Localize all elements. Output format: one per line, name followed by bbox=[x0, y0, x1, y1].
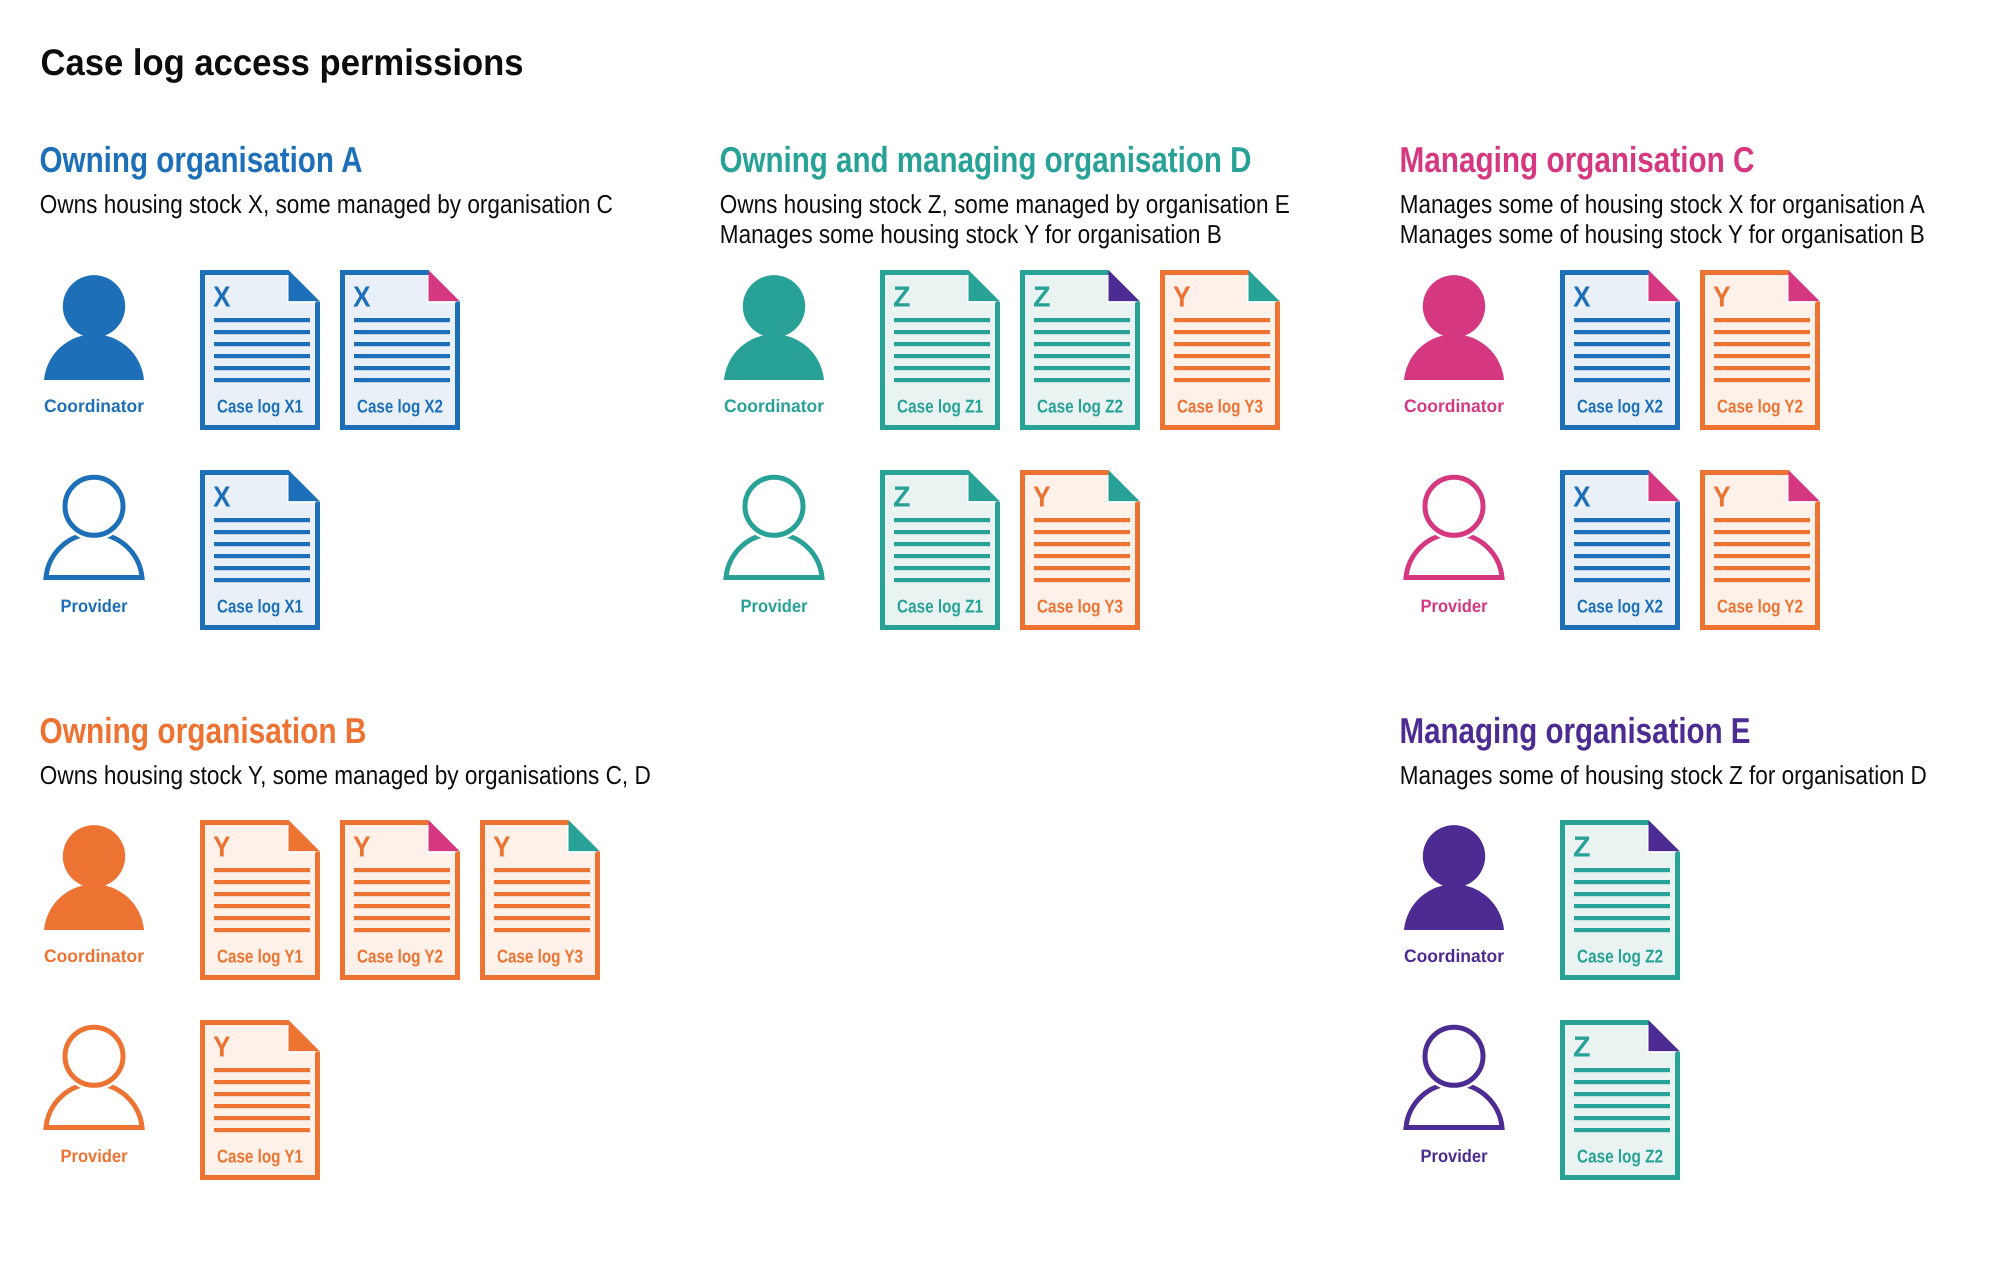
svg-text:Provider: Provider bbox=[61, 1146, 128, 1166]
svg-text:Provider: Provider bbox=[741, 596, 808, 616]
svg-text:Owns housing stock X, some man: Owns housing stock X, some managed by or… bbox=[40, 189, 613, 219]
svg-text:Z: Z bbox=[893, 481, 910, 513]
svg-text:Y: Y bbox=[1033, 481, 1050, 513]
svg-text:Case log X1: Case log X1 bbox=[217, 395, 303, 416]
svg-text:Coordinator: Coordinator bbox=[1404, 946, 1504, 966]
svg-text:Y: Y bbox=[353, 831, 370, 863]
svg-text:Case log X2: Case log X2 bbox=[1577, 595, 1663, 616]
svg-text:Provider: Provider bbox=[1421, 596, 1488, 616]
svg-text:Owns housing stock Z, some man: Owns housing stock Z, some managed by or… bbox=[720, 189, 1290, 219]
svg-text:Case log Y3: Case log Y3 bbox=[1177, 395, 1263, 416]
svg-text:Case log X1: Case log X1 bbox=[217, 595, 303, 616]
svg-text:Provider: Provider bbox=[1421, 1146, 1488, 1166]
svg-text:Manages some of housing stock: Manages some of housing stock X for orga… bbox=[1400, 189, 1926, 219]
svg-text:Case log Y1: Case log Y1 bbox=[217, 1145, 303, 1166]
svg-text:Manages some housing stock Y f: Manages some housing stock Y for organis… bbox=[720, 219, 1222, 249]
svg-text:Y: Y bbox=[213, 1031, 230, 1063]
svg-text:Coordinator: Coordinator bbox=[724, 396, 824, 416]
svg-text:Case log Y3: Case log Y3 bbox=[497, 945, 583, 966]
svg-text:Provider: Provider bbox=[61, 596, 128, 616]
svg-text:Case log Z2: Case log Z2 bbox=[1577, 1145, 1663, 1166]
svg-text:Case log Z1: Case log Z1 bbox=[897, 395, 983, 416]
svg-text:Case log X2: Case log X2 bbox=[1577, 395, 1663, 416]
svg-text:Case log Y2: Case log Y2 bbox=[1717, 395, 1803, 416]
svg-text:Case log access permissions: Case log access permissions bbox=[41, 42, 524, 83]
svg-text:X: X bbox=[213, 281, 231, 313]
svg-text:Case log Z1: Case log Z1 bbox=[897, 595, 983, 616]
svg-text:Z: Z bbox=[893, 281, 910, 313]
svg-text:Manages some of housing stock: Manages some of housing stock Y for orga… bbox=[1400, 219, 1925, 249]
svg-text:Case log Y2: Case log Y2 bbox=[357, 945, 443, 966]
svg-text:X: X bbox=[213, 481, 231, 513]
svg-text:Y: Y bbox=[213, 831, 230, 863]
svg-text:Y: Y bbox=[493, 831, 510, 863]
svg-text:Coordinator: Coordinator bbox=[44, 946, 144, 966]
svg-text:Case log Z2: Case log Z2 bbox=[1577, 945, 1663, 966]
svg-text:Y: Y bbox=[1713, 481, 1730, 513]
svg-text:Y: Y bbox=[1173, 281, 1190, 313]
svg-text:Owning organisation B: Owning organisation B bbox=[40, 710, 367, 751]
svg-text:Z: Z bbox=[1573, 1031, 1590, 1063]
svg-text:Owns housing stock Y, some man: Owns housing stock Y, some managed by or… bbox=[40, 760, 651, 790]
svg-text:Case log Y3: Case log Y3 bbox=[1037, 595, 1123, 616]
svg-text:Owning and managing organisati: Owning and managing organisation D bbox=[720, 139, 1252, 180]
svg-text:Coordinator: Coordinator bbox=[44, 396, 144, 416]
svg-text:Managing organisation E: Managing organisation E bbox=[1400, 710, 1751, 751]
svg-text:Case log Z2: Case log Z2 bbox=[1037, 395, 1123, 416]
svg-text:Manages some of housing stock: Manages some of housing stock Z for orga… bbox=[1400, 760, 1927, 790]
svg-text:X: X bbox=[1573, 481, 1591, 513]
svg-text:Owning organisation A: Owning organisation A bbox=[40, 139, 363, 180]
svg-text:Z: Z bbox=[1033, 281, 1050, 313]
svg-text:Case log Y2: Case log Y2 bbox=[1717, 595, 1803, 616]
svg-text:X: X bbox=[353, 281, 371, 313]
svg-text:Y: Y bbox=[1713, 281, 1730, 313]
svg-text:Z: Z bbox=[1573, 831, 1590, 863]
svg-text:Case log X2: Case log X2 bbox=[357, 395, 443, 416]
svg-text:Case log Y1: Case log Y1 bbox=[217, 945, 303, 966]
svg-text:X: X bbox=[1573, 281, 1591, 313]
svg-text:Coordinator: Coordinator bbox=[1404, 396, 1504, 416]
svg-text:Managing organisation C: Managing organisation C bbox=[1400, 139, 1755, 180]
